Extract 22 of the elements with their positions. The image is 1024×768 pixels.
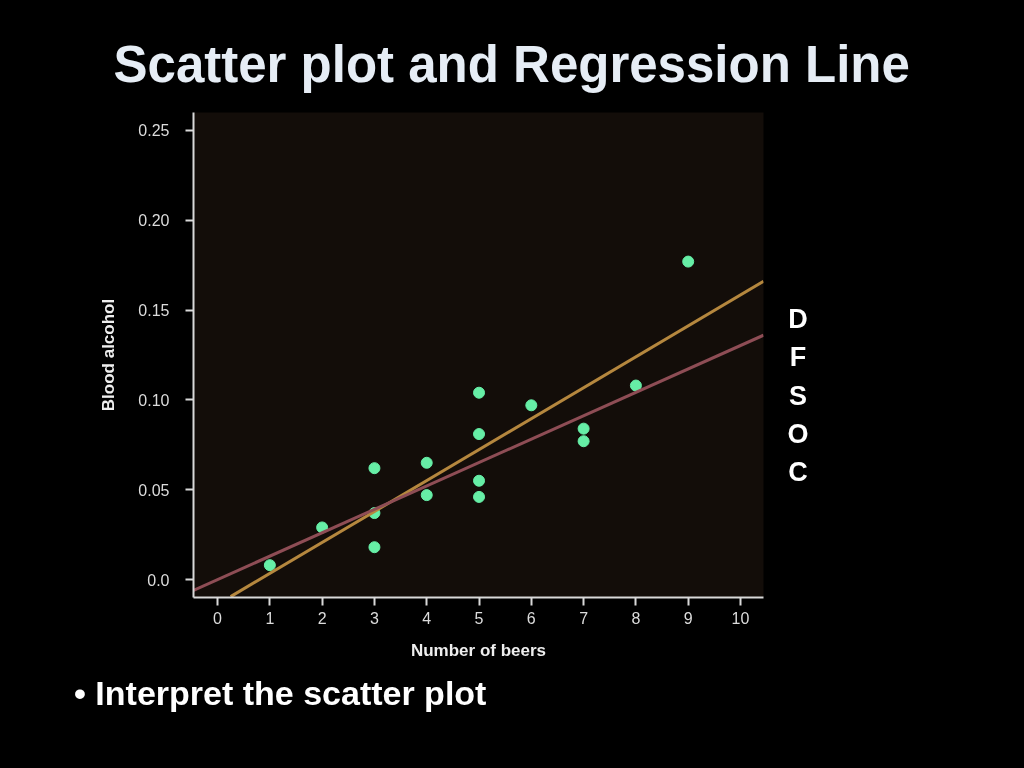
y-tick-label: 0.0 [147, 571, 170, 589]
y-tick-label: 0.25 [138, 122, 170, 140]
y-tick-label: 0.20 [138, 212, 170, 230]
x-tick-label: 10 [731, 609, 750, 627]
x-tick-label: 9 [683, 609, 693, 627]
x-tick-label: 0 [213, 609, 223, 627]
y-tick-label: 0.10 [138, 391, 170, 409]
x-tick-label: 6 [526, 609, 536, 627]
text: D F S O C [786, 303, 810, 490]
x-tick-label: 2 [317, 609, 327, 627]
y-tick-label: 0.15 [138, 302, 170, 320]
y-axis-title: Blood alcohol [99, 298, 119, 412]
x-tick-label: 4 [422, 609, 432, 627]
text: • Interpret the scatter plot [74, 673, 487, 713]
x-tick-label: 8 [631, 609, 641, 627]
chart-title: Scatter plot and Regression Line [113, 35, 910, 93]
x-tick-label: 3 [369, 609, 379, 627]
x-tick-label: 1 [265, 609, 275, 627]
y-tick-label: 0.05 [138, 481, 170, 499]
x-axis-title: Number of beers [410, 640, 547, 660]
x-tick-label: 5 [474, 609, 484, 627]
x-tick-label: 7 [579, 609, 589, 627]
